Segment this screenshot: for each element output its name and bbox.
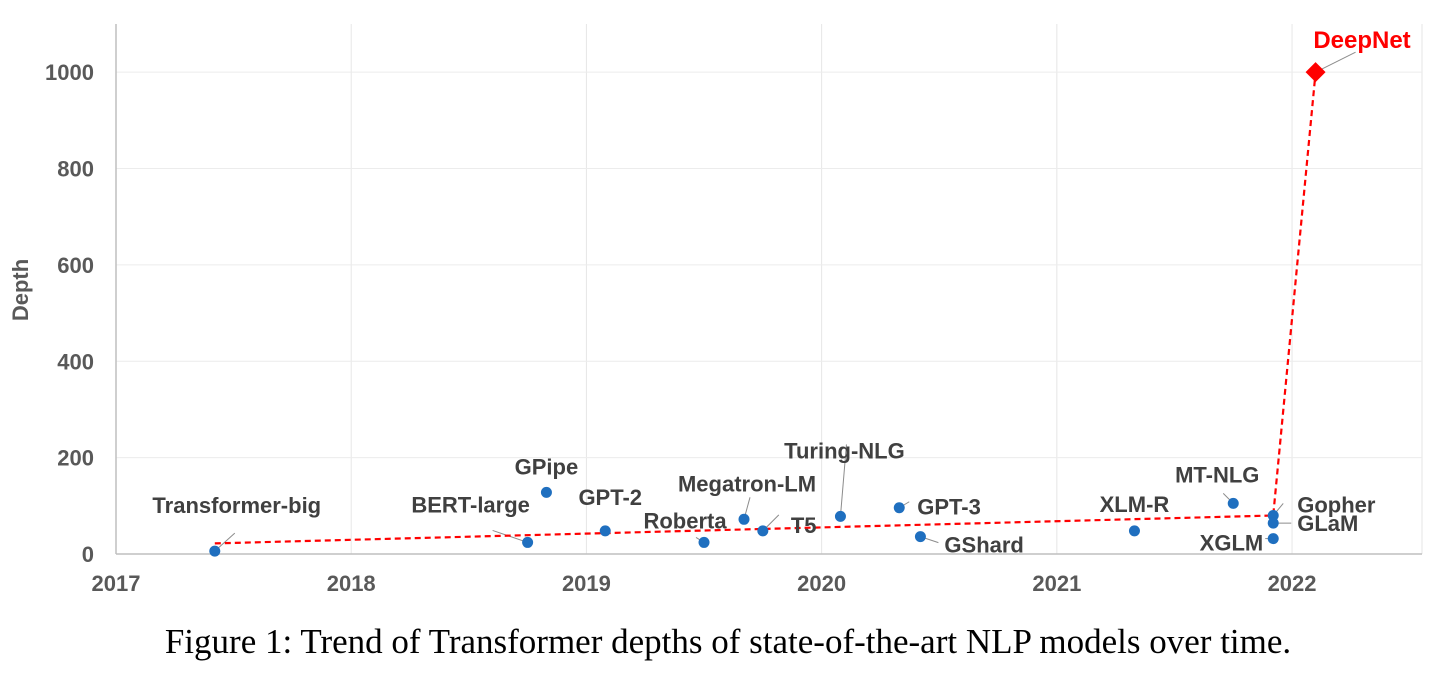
leader-turing-nlg [839,444,847,517]
label-gpipe: GPipe [515,454,579,479]
point-t5 [757,525,769,537]
point-gshard [914,531,926,543]
point-transformer-big [209,545,221,557]
x-tick-label: 2019 [562,571,611,596]
y-tick-label: 0 [82,542,94,567]
x-tick-label: 2018 [327,571,376,596]
label-gpt-3: GPT-3 [917,495,981,520]
trend-dashed-line [214,72,1317,545]
point-deepnet [1305,62,1326,83]
label-xlm-r: XLM-R [1100,492,1170,517]
point-bert-large [522,536,534,548]
y-tick-label: 600 [57,253,94,278]
axes [115,24,1422,555]
point-gpt-3 [893,502,905,514]
point-gpt-2 [599,525,611,537]
x-tick-label: 2017 [92,571,141,596]
data-points [209,62,1326,557]
y-tick-label: 800 [57,157,94,182]
y-axis-label: Depth [8,259,33,321]
depth-trend-chart: 2017 2018 2019 2020 2021 2022 0 200 400 600 800 100… [8,24,1423,596]
label-gshard: GShard [944,533,1023,558]
label-t5: T5 [791,513,817,538]
point-mt-nlg [1227,497,1239,509]
label-turing-nlg: Turing-NLG [784,438,905,463]
x-tick-label: 2022 [1268,571,1317,596]
y-tick-label: 1000 [45,60,94,85]
trend-line [214,72,1317,545]
tick-labels: 2017 2018 2019 2020 2021 2022 0 200 400 600 800 100… [45,60,1316,596]
point-roberta [698,536,710,548]
label-deepnet: DeepNet [1313,27,1410,54]
label-roberta: Roberta [643,508,727,533]
label-mt-nlg: MT-NLG [1175,462,1259,487]
point-xglm [1267,533,1279,545]
point-gpipe [540,486,552,498]
label-megatron-lm: Megatron-LM [678,471,816,496]
point-gopher [1267,509,1279,521]
label-xglm: XGLM [1200,531,1264,556]
point-megatron-lm [738,513,750,525]
point-xlm-r [1128,525,1140,537]
x-tick-label: 2020 [797,571,846,596]
label-transformer-big: Transformer-big [152,493,321,518]
y-tick-label: 400 [57,349,94,374]
label-bert-large: BERT-large [411,492,530,517]
label-gpt-2: GPT-2 [578,485,642,510]
point-turing-nlg [834,510,846,522]
x-tick-label: 2021 [1032,571,1081,596]
point-labels: Transformer-big BERT-large GPipe GPT-2Rober… [152,27,1410,558]
figure-caption: Figure 1: Trend of Transformer depths of… [164,622,1292,661]
grid-lines [116,24,1423,554]
point-glam [1267,517,1279,529]
label-glam: GLaM [1297,511,1358,536]
y-tick-label: 200 [57,446,94,471]
label-gopher: Gopher [1297,492,1376,517]
